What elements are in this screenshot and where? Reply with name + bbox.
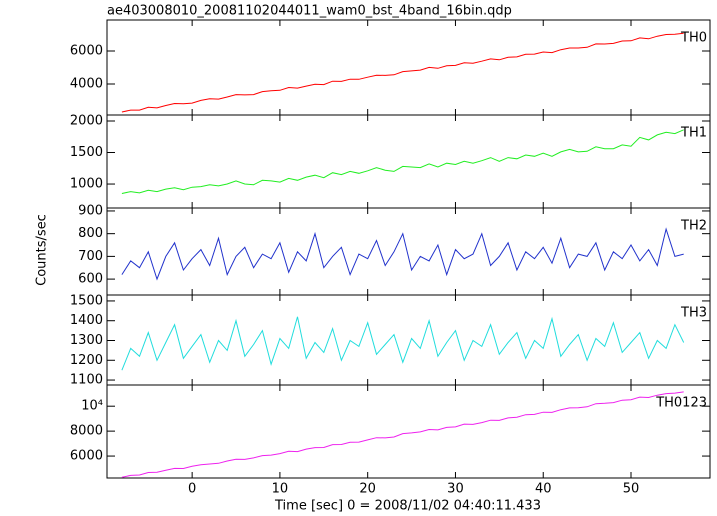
y-tick-label: 1200: [70, 353, 103, 368]
x-tick-label: 40: [535, 482, 552, 497]
y-tick-label: 800: [78, 226, 103, 241]
y-tick-label: 1500: [70, 145, 103, 160]
y-tick-label: 4000: [70, 76, 103, 91]
x-axis-label: Time [sec] 0 = 2008/11/02 04:40:11.433: [274, 499, 541, 514]
y-axis-label: Counts/sec: [35, 214, 50, 286]
panel-frame: [106, 207, 711, 296]
data-line: [121, 129, 684, 194]
y-tick-label: 1000: [70, 177, 103, 192]
panel-frame: [106, 114, 711, 209]
y-tick-label: 1100: [70, 373, 103, 388]
y-tick-label: 1400: [70, 313, 103, 328]
series-label: TH0: [680, 31, 707, 46]
data-line: [121, 316, 685, 371]
y-tick-label: 900: [78, 203, 103, 218]
panel-frame: [106, 19, 711, 116]
y-tick-label: 2000: [70, 113, 103, 128]
x-tick-label: 10: [272, 482, 289, 497]
y-tick-label: 1300: [70, 333, 103, 348]
x-tick-label: 50: [623, 482, 640, 497]
x-tick-label: 30: [447, 482, 464, 497]
series-label: TH2: [680, 219, 707, 234]
y-tick-label: 6000: [70, 449, 103, 464]
y-tick-label: 10⁴: [81, 399, 103, 414]
x-tick-label: 20: [359, 482, 376, 497]
x-tick-label: 0: [188, 482, 196, 497]
series-label: TH0123: [655, 396, 707, 411]
y-tick-label: 1500: [70, 293, 103, 308]
y-tick-label: 700: [78, 249, 103, 264]
data-line: [121, 32, 684, 113]
series-label: TH1: [680, 126, 707, 141]
y-tick-label: 600: [78, 272, 103, 287]
data-line: [121, 391, 684, 478]
y-tick-label: 8000: [70, 424, 103, 439]
panel-frame: [106, 384, 711, 479]
y-tick-label: 6000: [70, 44, 103, 59]
data-line: [121, 227, 684, 281]
series-label: TH3: [680, 306, 707, 321]
chart-title: ae403008010_20081102044011_wam0_bst_4ban…: [107, 4, 512, 19]
